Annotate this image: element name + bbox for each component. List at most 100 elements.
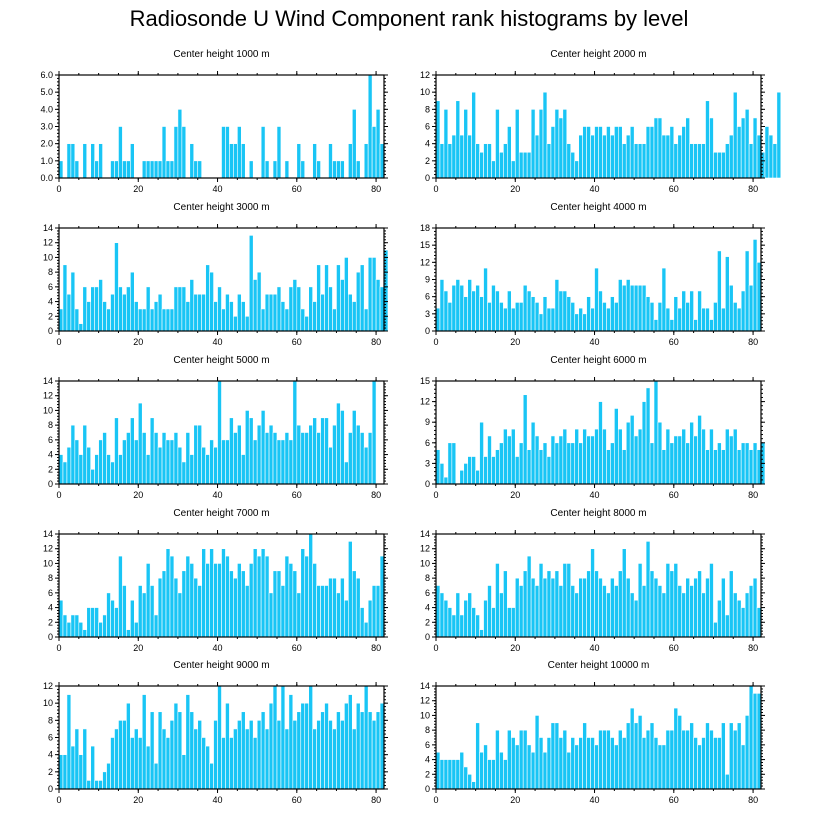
histogram-bar [625,279,631,332]
histogram-bar [110,461,115,485]
histogram-bar [137,308,143,332]
histogram-bar [336,160,341,179]
histogram-bar [483,143,488,179]
histogram-bar [344,257,349,332]
x-tick-label: 20 [133,643,143,653]
histogram-bar [94,160,99,179]
histogram-bar [479,151,484,179]
histogram-bar [66,293,72,332]
histogram-bar [308,286,313,332]
histogram-bar [566,442,572,485]
histogram-bar [554,109,560,179]
histogram-bar [629,592,635,638]
y-tick-label: 12 [420,544,430,554]
x-tick-label: 60 [669,490,679,500]
histogram-bar [86,301,91,332]
histogram-bar [467,134,472,179]
histogram-bar [483,267,488,332]
histogram-bar [304,315,309,332]
y-tick-label: 12 [420,70,430,80]
histogram-bar [201,737,206,790]
histogram-bar [744,250,750,332]
histogram-bar [732,302,738,332]
histogram-bar [375,711,381,790]
histogram-bar [455,100,461,179]
histogram-bar [594,570,599,638]
histogram-bar [300,548,306,638]
histogram-bar [169,720,175,790]
histogram-bar [578,307,583,332]
histogram-bar [157,577,163,638]
histogram-bar [328,720,333,790]
histogram-bar [618,428,623,485]
histogram-bar [689,421,694,485]
histogram-bar [348,143,353,179]
histogram-bar [495,449,500,485]
histogram-bar [141,592,147,638]
histogram-bar [86,607,91,638]
histogram-bar [165,439,171,485]
histogram-bar [320,417,325,485]
histogram-bar [78,323,84,332]
histogram-bar [558,435,564,485]
histogram-bar [740,744,746,790]
y-tick-label: 0 [48,479,53,489]
panel-title: Center height 8000 m [550,508,646,519]
histogram-bar [475,614,480,638]
histogram-bar [102,432,107,485]
histogram-bar [252,737,258,790]
histogram-bar [499,302,504,332]
histogram-bar [574,592,579,638]
histogram-bar [673,563,679,638]
plot-frame [58,380,385,485]
histogram-bar [681,729,686,790]
histogram-panel-5: 0 2 4 6 8 10 12 14 0 20 40 60 80 Center height 5000 m [43,355,388,500]
x-tick-label: 60 [669,184,679,194]
histogram-bar [614,302,619,332]
histogram-bar [713,151,718,179]
histogram-bar [514,744,520,790]
y-tick-label: 2 [425,769,430,779]
histogram-bar [276,720,282,790]
histogram-bar [542,577,548,638]
histogram-bar [189,454,195,485]
histogram-bar [574,160,579,179]
histogram-bar [665,729,671,790]
histogram-bar [252,279,258,332]
histogram-bar [526,555,532,638]
histogram-bar [637,284,643,332]
histogram-bar [197,585,202,638]
histogram-bar [324,702,329,790]
histogram-bar [114,160,119,179]
histogram-bar [697,415,702,485]
histogram-bar [74,160,80,179]
histogram-bar [582,313,587,332]
histogram-bar [689,585,694,638]
histogram-bar [717,737,722,790]
histogram-bar [736,599,742,638]
histogram-panel-10: 0 2 4 6 8 10 12 14 0 20 40 60 80 Center height 10000 … [420,660,765,805]
histogram-bar [447,302,453,332]
histogram-bar [732,729,738,790]
histogram-bar [229,417,234,485]
y-tick-label: 10 [43,558,53,568]
histogram-bar [213,563,218,638]
histogram-bar [467,456,472,485]
histogram-bar [106,454,111,485]
y-tick-label: 2 [48,311,53,321]
histogram-panel-8: 0 2 4 6 8 10 12 14 0 20 40 60 80 Center height 8000 m [420,508,765,653]
histogram-bar [514,302,520,332]
histogram-bar [185,432,191,485]
histogram-bar [177,446,183,485]
histogram-bar [177,711,183,790]
histogram-bar [130,271,135,332]
histogram-bar [106,308,111,332]
x-tick-label: 80 [748,337,758,347]
histogram-bar [197,424,202,485]
histogram-bar [153,762,159,790]
x-tick-label: 0 [56,643,61,653]
histogram-bar [534,302,540,332]
histogram-bar [355,577,361,638]
histogram-bar [205,454,210,485]
histogram-bar [149,308,155,332]
